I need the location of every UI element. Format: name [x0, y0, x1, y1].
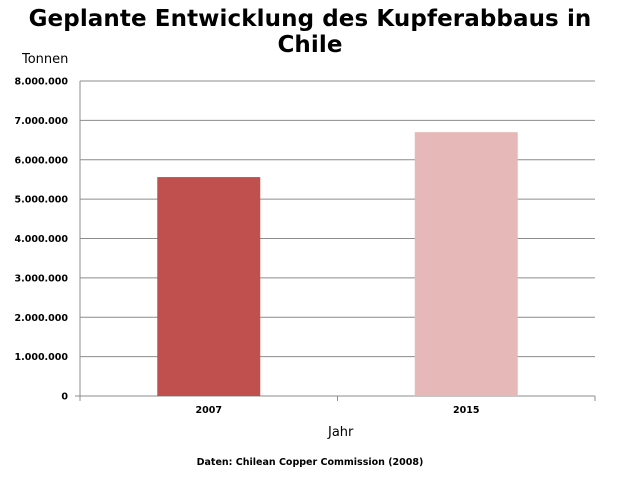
y-tick-label: 2.000.000: [15, 313, 69, 324]
x-tick-label: 2015: [453, 405, 479, 416]
x-axis-label: Jahr: [328, 425, 354, 440]
y-tick-label: 1.000.000: [15, 352, 69, 363]
y-tick-label: 7.000.000: [15, 116, 69, 127]
bar: [414, 132, 518, 396]
y-tick-label: 8.000.000: [15, 77, 69, 88]
x-tick-label: 2007: [196, 405, 222, 416]
chart-title: Geplante Entwicklung des Kupferabbaus in…: [28, 6, 592, 58]
y-tick-label: 5.000.000: [15, 195, 69, 206]
y-axis-label: Tonnen: [22, 52, 69, 67]
y-tick-label: 3.000.000: [15, 273, 69, 284]
bar: [157, 177, 261, 396]
y-tick-label: 6.000.000: [15, 155, 69, 166]
y-tick-label: 0: [61, 392, 68, 403]
y-tick-label: 4.000.000: [15, 234, 69, 245]
source-note: Daten: Chilean Copper Commission (2008): [196, 457, 424, 468]
